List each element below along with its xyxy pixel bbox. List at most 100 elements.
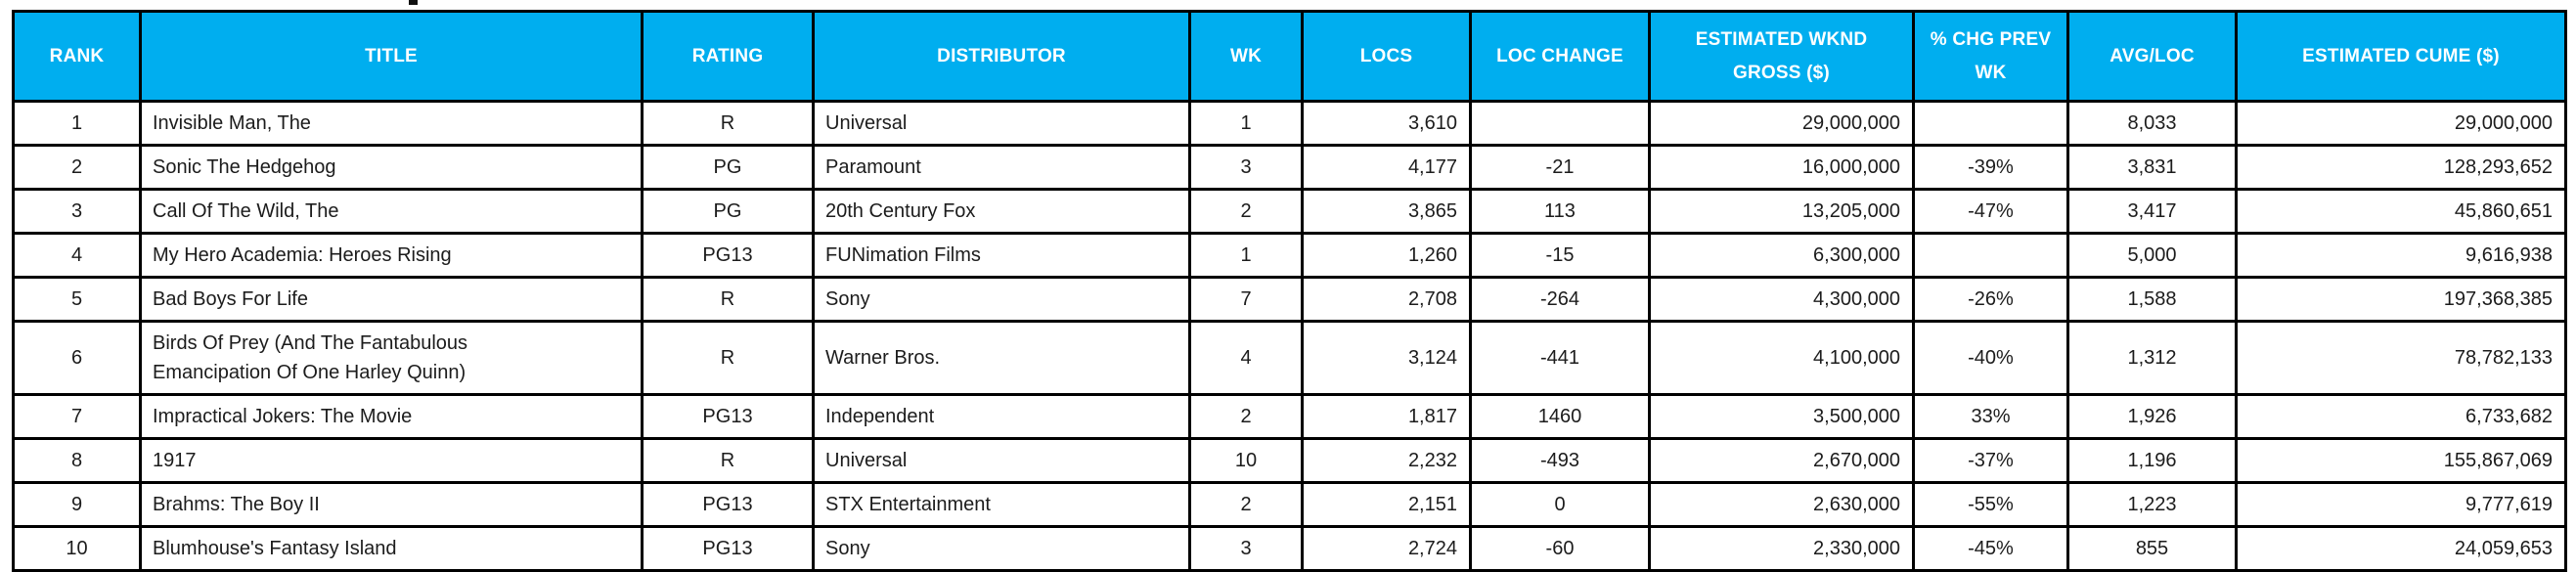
cell-wk: 3 xyxy=(1188,144,1304,191)
cell-rating: PG13 xyxy=(641,525,815,572)
cell-est_wknd_gross: 6,300,000 xyxy=(1648,232,1915,279)
cell-title: Impractical Jokers: The Movie xyxy=(139,393,644,440)
cell-avg_loc: 1,588 xyxy=(2066,276,2238,323)
column-header-est_wknd_gross: ESTIMATED WKND GROSS ($) xyxy=(1648,10,1915,103)
cell-est_wknd_gross: 3,500,000 xyxy=(1648,393,1915,440)
table-row: 10 Blumhouse's Fantasy Island PG13 Sony 3 2,7… xyxy=(12,525,2567,572)
cell-title: Birds Of Prey (And The Fantabulous Emanc… xyxy=(139,320,644,396)
column-header-loc_change: LOC CHANGE xyxy=(1469,10,1651,103)
cell-est_cume: 45,860,651 xyxy=(2235,188,2567,235)
cell-wk: 2 xyxy=(1188,481,1304,528)
column-header-title: TITLE xyxy=(139,10,644,103)
cell-est_cume: 29,000,000 xyxy=(2235,100,2567,147)
cell-distributor: Sony xyxy=(812,276,1191,323)
cell-pct_chg_prev_wk: -55% xyxy=(1912,481,2069,528)
cell-rating: PG13 xyxy=(641,481,815,528)
cell-avg_loc: 855 xyxy=(2066,525,2238,572)
table-row: 4 My Hero Academia: Heroes Rising PG13 FUNi… xyxy=(12,232,2567,279)
cell-rank: 1 xyxy=(12,100,142,147)
cell-rating: PG13 xyxy=(641,232,815,279)
cell-rank: 6 xyxy=(12,320,142,396)
cell-pct_chg_prev_wk: -40% xyxy=(1912,320,2069,396)
cell-wk: 2 xyxy=(1188,188,1304,235)
cell-pct_chg_prev_wk xyxy=(1912,232,2069,279)
cell-pct_chg_prev_wk: -37% xyxy=(1912,437,2069,484)
cell-loc_change: -441 xyxy=(1469,320,1651,396)
cell-avg_loc: 8,033 xyxy=(2066,100,2238,147)
cell-locs: 2,708 xyxy=(1301,276,1472,323)
cell-locs: 2,232 xyxy=(1301,437,1472,484)
cell-rank: 3 xyxy=(12,188,142,235)
cell-title: Blumhouse's Fantasy Island xyxy=(139,525,644,572)
cell-est_cume: 197,368,385 xyxy=(2235,276,2567,323)
cell-locs: 1,260 xyxy=(1301,232,1472,279)
cell-title: Invisible Man, The xyxy=(139,100,644,147)
cell-avg_loc: 1,926 xyxy=(2066,393,2238,440)
column-header-wk: WK xyxy=(1188,10,1304,103)
cell-rating: PG13 xyxy=(641,393,815,440)
cell-distributor: Independent xyxy=(812,393,1191,440)
cell-avg_loc: 5,000 xyxy=(2066,232,2238,279)
cell-est_wknd_gross: 2,330,000 xyxy=(1648,525,1915,572)
cell-pct_chg_prev_wk: -26% xyxy=(1912,276,2069,323)
cell-locs: 2,724 xyxy=(1301,525,1472,572)
cell-title: 1917 xyxy=(139,437,644,484)
table-row: 9 Brahms: The Boy II PG13 STX Entertainment… xyxy=(12,481,2567,528)
cell-distributor: Sony xyxy=(812,525,1191,572)
cell-loc_change: -21 xyxy=(1469,144,1651,191)
cell-distributor: Paramount xyxy=(812,144,1191,191)
cell-pct_chg_prev_wk: -45% xyxy=(1912,525,2069,572)
cell-distributor: 20th Century Fox xyxy=(812,188,1191,235)
table-header: RANK TITLE RATING DISTRIBUTOR WK LOCS LOC CHAN… xyxy=(12,10,2567,103)
table-row: 7 Impractical Jokers: The Movie PG13 Indepe… xyxy=(12,393,2567,440)
cell-wk: 2 xyxy=(1188,393,1304,440)
table-row: 1 Invisible Man, The R Universal 1 3,610 29,00… xyxy=(12,100,2567,147)
cell-distributor: Universal xyxy=(812,437,1191,484)
cell-avg_loc: 3,831 xyxy=(2066,144,2238,191)
cell-rank: 7 xyxy=(12,393,142,440)
column-header-distributor: DISTRIBUTOR xyxy=(812,10,1191,103)
cell-avg_loc: 1,312 xyxy=(2066,320,2238,396)
cell-rank: 4 xyxy=(12,232,142,279)
cell-avg_loc: 1,196 xyxy=(2066,437,2238,484)
cell-pct_chg_prev_wk xyxy=(1912,100,2069,147)
cell-est_wknd_gross: 16,000,000 xyxy=(1648,144,1915,191)
cell-rating: R xyxy=(641,100,815,147)
cell-pct_chg_prev_wk: 33% xyxy=(1912,393,2069,440)
cell-title: Sonic The Hedgehog xyxy=(139,144,644,191)
column-header-rank: RANK xyxy=(12,10,142,103)
cell-loc_change: 113 xyxy=(1469,188,1651,235)
cell-est_cume: 128,293,652 xyxy=(2235,144,2567,191)
cell-wk: 7 xyxy=(1188,276,1304,323)
cell-distributor: Universal xyxy=(812,100,1191,147)
cell-rank: 8 xyxy=(12,437,142,484)
cell-wk: 4 xyxy=(1188,320,1304,396)
cell-rank: 2 xyxy=(12,144,142,191)
column-header-avg_loc: AVG/LOC xyxy=(2066,10,2238,103)
cell-title: Brahms: The Boy II xyxy=(139,481,644,528)
table-row: 6 Birds Of Prey (And The Fantabulous Eman… xyxy=(12,320,2567,396)
table-row: 3 Call Of The Wild, The PG 20th Century Fox… xyxy=(12,188,2567,235)
cell-distributor: FUNimation Films xyxy=(812,232,1191,279)
cell-locs: 1,817 xyxy=(1301,393,1472,440)
table-row: 2 Sonic The Hedgehog PG Paramount 3 4,177 -21 1… xyxy=(12,144,2567,191)
column-header-pct_chg_prev_wk: % CHG PREV WK xyxy=(1912,10,2069,103)
cell-rating: PG xyxy=(641,144,815,191)
cell-pct_chg_prev_wk: -39% xyxy=(1912,144,2069,191)
cell-loc_change: 0 xyxy=(1469,481,1651,528)
cell-rating: PG xyxy=(641,188,815,235)
cell-loc_change: -15 xyxy=(1469,232,1651,279)
cell-loc_change: -493 xyxy=(1469,437,1651,484)
cell-rank: 5 xyxy=(12,276,142,323)
cell-rating: R xyxy=(641,320,815,396)
cell-title: Call Of The Wild, The xyxy=(139,188,644,235)
cell-rank: 9 xyxy=(12,481,142,528)
column-header-est_cume: ESTIMATED CUME ($) xyxy=(2235,10,2567,103)
column-header-rating: RATING xyxy=(641,10,815,103)
cell-locs: 3,124 xyxy=(1301,320,1472,396)
cell-avg_loc: 3,417 xyxy=(2066,188,2238,235)
cropped-text-descender xyxy=(409,0,418,5)
column-header-locs: LOCS xyxy=(1301,10,1472,103)
cell-est_cume: 9,616,938 xyxy=(2235,232,2567,279)
report-page: RANK TITLE RATING DISTRIBUTOR WK LOCS LOC CHAN… xyxy=(12,0,2567,572)
